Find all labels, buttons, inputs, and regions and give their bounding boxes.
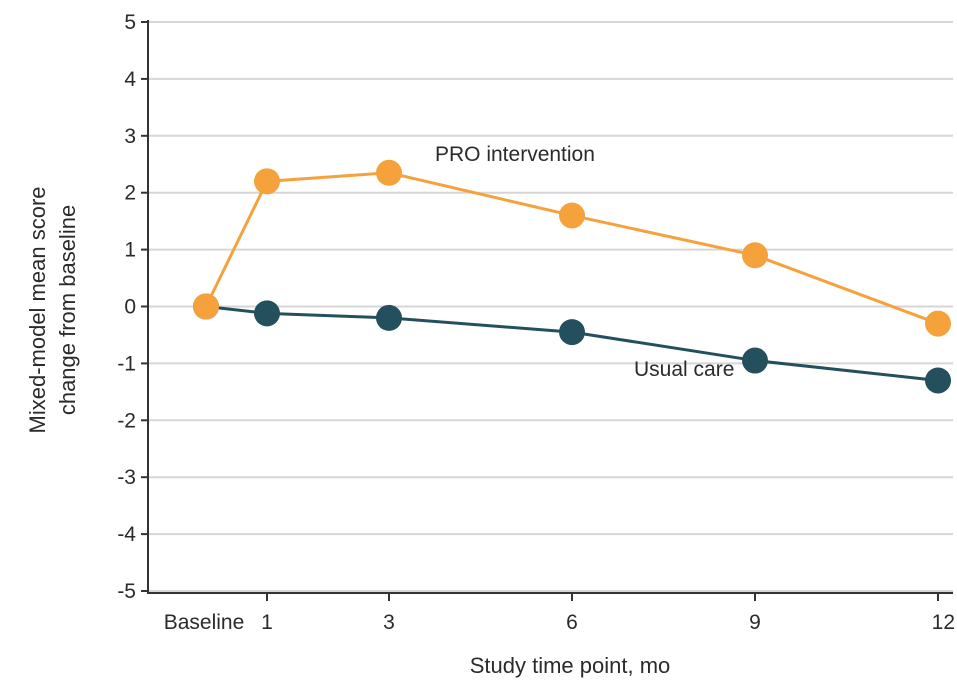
point-pro-intervention-4 (742, 242, 768, 269)
y-tick-label-2: 3 (124, 125, 136, 148)
point-usual-care-2 (376, 304, 402, 331)
x-tick-labels: Baseline 1 3 6 9 12 (164, 611, 955, 634)
x-tick-label-0: Baseline (164, 611, 245, 634)
y-tick-label-7: -2 (117, 409, 136, 432)
point-pro-intervention-5 (925, 310, 951, 337)
y-tick-label-5: 0 (124, 296, 136, 319)
series-label-pro-intervention: PRO intervention (435, 143, 595, 166)
point-pro-intervention-3 (559, 202, 585, 229)
point-usual-care-3 (559, 319, 585, 346)
y-tick-label-0: 5 (124, 11, 136, 34)
point-pro-intervention-1 (254, 168, 280, 195)
series-label-usual-care: Usual care (634, 358, 734, 381)
point-usual-care-5 (925, 367, 951, 394)
point-pro-intervention-2 (376, 159, 402, 186)
x-tick-label-2: 3 (383, 611, 395, 634)
series (193, 159, 951, 394)
x-tick-label-1: 1 (261, 611, 273, 634)
y-axis-title: Mixed-model mean score change from basel… (25, 187, 80, 434)
y-tick-label-6: -1 (117, 352, 136, 375)
point-usual-care-1 (254, 300, 280, 327)
x-tick-label-4: 9 (749, 611, 761, 634)
series-line-pro-intervention (204, 171, 939, 325)
x-tick-label-5: 12 (932, 611, 955, 634)
y-tick-labels: 5 4 3 2 1 0 -1 -2 -3 -4 -5 (117, 11, 136, 603)
y-tick-label-4: 1 (124, 239, 136, 262)
axes (141, 20, 953, 601)
point-pro-intervention-0 (193, 293, 219, 320)
y-tick-label-9: -4 (117, 523, 136, 546)
x-tick-label-3: 6 (566, 611, 578, 634)
x-axis-title: Study time point, mo (470, 653, 671, 678)
y-tick-label-3: 2 (124, 182, 136, 205)
y-axis-title-line-1: Mixed-model mean score (25, 187, 50, 434)
point-usual-care-4 (742, 347, 768, 374)
y-axis-title-line-2: change from baseline (55, 205, 80, 415)
gridlines (148, 21, 953, 592)
y-tick-label-1: 4 (124, 68, 136, 91)
y-tick-label-10: -5 (117, 580, 136, 603)
y-tick-label-8: -3 (117, 466, 136, 489)
